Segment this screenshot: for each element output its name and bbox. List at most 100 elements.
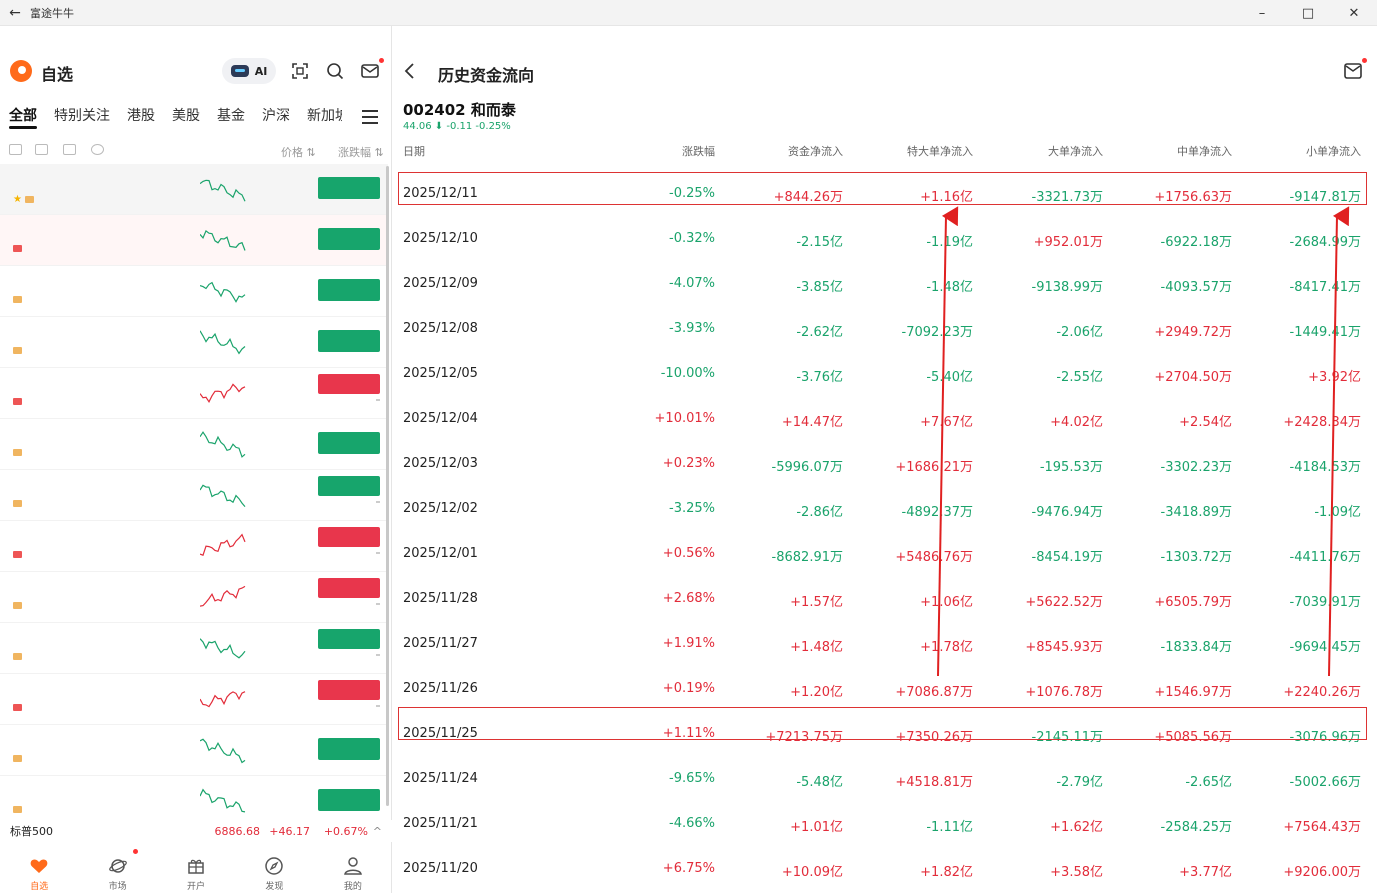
mail-icon[interactable]: [361, 62, 379, 80]
maximize-button[interactable]: □: [1301, 5, 1315, 21]
table-row[interactable]: 2025/12/10 -0.32% -2.15亿 -1.19亿 +952.01万 -692…: [403, 215, 1363, 260]
value-cell: -2584.25万: [1160, 820, 1232, 835]
table-row[interactable]: 2025/11/27 +1.91% +1.48亿 +1.78亿 +8545.93万 -18…: [403, 620, 1363, 665]
change-badge[interactable]: [318, 279, 380, 301]
table-row[interactable]: 2025/11/26 +0.19% +1.20亿 +7086.87万 +1076.78万…: [403, 665, 1363, 710]
change-badge[interactable]: [318, 629, 380, 649]
value-cell: -5.48亿: [796, 775, 843, 790]
edit-icon[interactable]: [9, 144, 22, 155]
highlight-box-bottom: [398, 707, 1367, 740]
tab-fund[interactable]: 基金: [217, 108, 245, 124]
nav-me[interactable]: 我的: [314, 846, 392, 893]
table-row[interactable]: 2025/11/20 +6.75% +10.09亿 +1.82亿 +3.58亿 +3.77…: [403, 845, 1363, 890]
table-row[interactable]: 2025/12/09 -4.07% -3.85亿 -1.48亿 -9138.99万 -40…: [403, 260, 1363, 305]
change-badge[interactable]: [318, 680, 380, 700]
watchlist-row[interactable]: [0, 419, 388, 470]
table-row[interactable]: 2025/11/21 -4.66% +1.01亿 -1.11亿 +1.62亿 -2584.…: [403, 800, 1363, 845]
change-badge[interactable]: [318, 578, 380, 598]
table-row[interactable]: 2025/12/04 +10.01% +14.47亿 +7.67亿 +4.02亿 +2.5…: [403, 395, 1363, 440]
watchlist-row[interactable]: [0, 470, 388, 521]
date-cell: 2025/12/10: [403, 231, 478, 246]
after-hours-quote: [364, 399, 380, 401]
table-row[interactable]: 2025/12/02 -3.25% -2.86亿 -4892.37万 -9476.94万…: [403, 485, 1363, 530]
table-row[interactable]: 2025/11/25 +1.11% +7213.75万 +7350.26万 -2145.…: [403, 710, 1363, 755]
stock-code: [10, 806, 22, 813]
table-row[interactable]: 2025/12/03 +0.23% -5996.07万 +1686.21万 -195.5…: [403, 440, 1363, 485]
change-badge[interactable]: [318, 177, 380, 199]
date-cell: 2025/12/02: [403, 501, 478, 516]
close-button[interactable]: ✕: [1348, 5, 1360, 21]
value-cell: +7213.75万: [765, 730, 843, 745]
value-cell: -0.25%: [669, 186, 715, 201]
change-badge[interactable]: [318, 228, 380, 250]
mail-icon[interactable]: [1344, 63, 1362, 79]
ai-assistant-button[interactable]: AI: [222, 58, 276, 84]
grid-icon[interactable]: [63, 144, 76, 155]
column-header: 日期: [403, 145, 425, 158]
watchlist-row[interactable]: [0, 725, 388, 776]
back-arrow-icon[interactable]: ←: [9, 4, 21, 21]
tab-singapore[interactable]: 新加坡: [307, 108, 342, 124]
watchlist-row[interactable]: [0, 623, 388, 674]
nav-discover[interactable]: 发现: [235, 846, 313, 893]
settings-icon[interactable]: [91, 144, 104, 155]
value-cell: -9138.99万: [1031, 280, 1103, 295]
change-badge[interactable]: [318, 789, 380, 811]
value-cell: +1.06亿: [920, 595, 973, 610]
table-row[interactable]: 2025/12/08 -3.93% -2.62亿 -7092.23万 -2.06亿 +29…: [403, 305, 1363, 350]
value-cell: -2.62亿: [796, 325, 843, 340]
tab-hk[interactable]: 港股: [127, 108, 155, 124]
table-row[interactable]: 2025/11/28 +2.68% +1.57亿 +1.06亿 +5622.52万 +65…: [403, 575, 1363, 620]
market-badge: [133, 849, 139, 854]
tab-special[interactable]: 特别关注: [54, 108, 110, 124]
change-badge[interactable]: [318, 476, 380, 496]
watchlist-row[interactable]: ★: [0, 164, 388, 215]
change-badge[interactable]: [318, 738, 380, 760]
watchlist-row[interactable]: [0, 674, 388, 725]
index-ticker[interactable]: 标普500 6886.68 +46.17 +0.67% ^: [0, 820, 392, 842]
table-row[interactable]: 2025/12/05 -10.00% -3.76亿 -5.40亿 -2.55亿 +2704…: [403, 350, 1363, 395]
sort-price[interactable]: 价格 ⇅: [281, 146, 316, 159]
value-cell: +0.56%: [662, 546, 715, 561]
sort-change[interactable]: 涨跌幅 ⇅: [338, 146, 384, 159]
scrollbar[interactable]: [386, 166, 389, 806]
tab-a-share[interactable]: 沪深: [262, 108, 290, 124]
watchlist-row[interactable]: [0, 368, 388, 419]
value-cell: -5.40亿: [926, 370, 973, 385]
stock-code: [10, 653, 22, 660]
value-cell: -3.93%: [669, 321, 715, 336]
table-row[interactable]: 2025/12/11 -0.25% +844.26万 +1.16亿 -3321.73万 +…: [403, 170, 1363, 215]
value-cell: +5486.76万: [895, 550, 973, 565]
nav-open-account[interactable]: 开户: [157, 846, 235, 893]
value-cell: +952.01万: [1033, 235, 1103, 250]
table-row[interactable]: 2025/11/24 -9.65% -5.48亿 +4518.81万 -2.79亿 -2.…: [403, 755, 1363, 800]
value-cell: +1546.97万: [1154, 685, 1232, 700]
menu-icon[interactable]: [362, 110, 378, 124]
table-row[interactable]: 2025/12/01 +0.56% -8682.91万 +5486.76万 -8454.…: [403, 530, 1363, 575]
tab-us[interactable]: 美股: [172, 108, 200, 124]
market-tag-icon: [13, 755, 22, 762]
change-badge[interactable]: [318, 432, 380, 454]
fullscreen-icon[interactable]: [291, 62, 309, 80]
expand-caret-icon[interactable]: ^: [372, 824, 382, 838]
change-badge[interactable]: [318, 527, 380, 547]
nav-market[interactable]: 市场: [78, 846, 156, 893]
after-hours-quote: [364, 603, 380, 605]
watchlist-row[interactable]: [0, 521, 388, 572]
search-icon[interactable]: [326, 62, 344, 80]
nav-watchlist[interactable]: 自选: [0, 846, 78, 893]
change-badge[interactable]: [318, 330, 380, 352]
watchlist-row[interactable]: [0, 572, 388, 623]
minimize-button[interactable]: –: [1258, 5, 1266, 21]
list-toolbar: 价格 ⇅ 涨跌幅 ⇅: [0, 140, 392, 162]
back-chevron-icon[interactable]: [401, 62, 419, 80]
notification-dot: [379, 58, 384, 63]
chart-icon[interactable]: [35, 144, 48, 155]
tab-all[interactable]: 全部: [0, 104, 37, 134]
watchlist-row[interactable]: [0, 317, 388, 368]
watchlist-row[interactable]: [0, 776, 388, 814]
market-tag-icon: [13, 449, 22, 456]
watchlist-row[interactable]: [0, 215, 388, 266]
watchlist-row[interactable]: [0, 266, 388, 317]
change-badge[interactable]: [318, 374, 380, 394]
